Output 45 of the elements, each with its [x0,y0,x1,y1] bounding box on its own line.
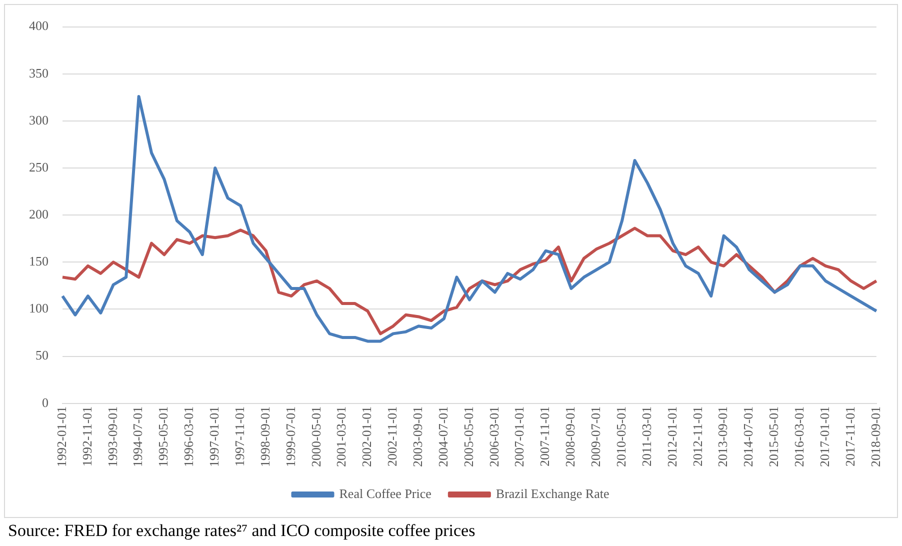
y-tick-label: 150 [29,254,48,269]
source-note: Source: FRED for exchange rates²⁷ and ICO composite coffee prices [8,521,476,541]
x-tick-label: 1997-11-01 [232,406,247,467]
x-tick-label: 2003-09-01 [410,406,426,468]
x-tick-label: 2002-11-01 [384,406,400,467]
x-tick-label: 2014-07-01 [740,406,756,468]
x-tick-label: 1999-07-01 [282,406,298,468]
x-tick-label: 2012-01-01 [664,406,680,468]
x-tick-label: 2004-07-01 [435,406,450,468]
y-tick-label: 200 [29,206,48,222]
x-tick-label: 2015-05-01 [766,406,782,468]
x-tick-label: 1997-01-01 [206,406,222,468]
x-tick-label: 2017-11-01 [842,406,858,467]
x-tick-label: 1992-01-01 [54,406,69,468]
y-tick-label: 300 [29,112,48,128]
legend-label: Brazil Exchange Rate [496,486,610,501]
x-tick-label: 2001-03-01 [334,406,349,468]
x-tick-label: 1995-05-01 [156,406,171,468]
x-tick-label: 1996-03-01 [181,406,196,468]
x-tick-label: 2012-11-01 [690,406,705,467]
x-tick-label: 2000-05-01 [308,406,324,468]
x-tick-label: 2013-09-01 [715,406,730,468]
x-tick-label: 2006-03-01 [486,406,502,468]
x-tick-label: 2010-05-01 [613,406,628,468]
x-tick-label: 1993-09-01 [104,406,120,468]
x-tick-label: 2011-03-01 [638,406,654,467]
x-tick-label: 2017-01-01 [816,406,832,468]
y-tick-label: 50 [36,348,48,363]
x-tick-label: 2002-01-01 [359,406,374,468]
x-tick-label: 1992-11-01 [79,406,94,467]
x-tick-label: 2005-05-01 [460,406,476,468]
x-tick-label: 1998-09-01 [257,406,272,468]
y-tick-label: 350 [29,65,48,80]
x-tick-label: 2018-09-01 [868,406,883,468]
x-tick-label: 2016-03-01 [792,406,807,468]
x-tick-label: 2007-01-01 [512,406,527,468]
y-tick-label: 0 [42,394,48,410]
y-tick-label: 250 [29,159,48,174]
y-tick-label: 100 [29,300,48,316]
x-tick-label: 2009-07-01 [588,406,604,468]
legend-label: Real Coffee Price [339,486,432,501]
x-tick-label: 2008-09-01 [562,406,578,468]
x-tick-label: 1994-07-01 [130,406,146,468]
x-tick-label: 2007-11-01 [537,406,552,467]
y-tick-label: 400 [29,18,48,34]
